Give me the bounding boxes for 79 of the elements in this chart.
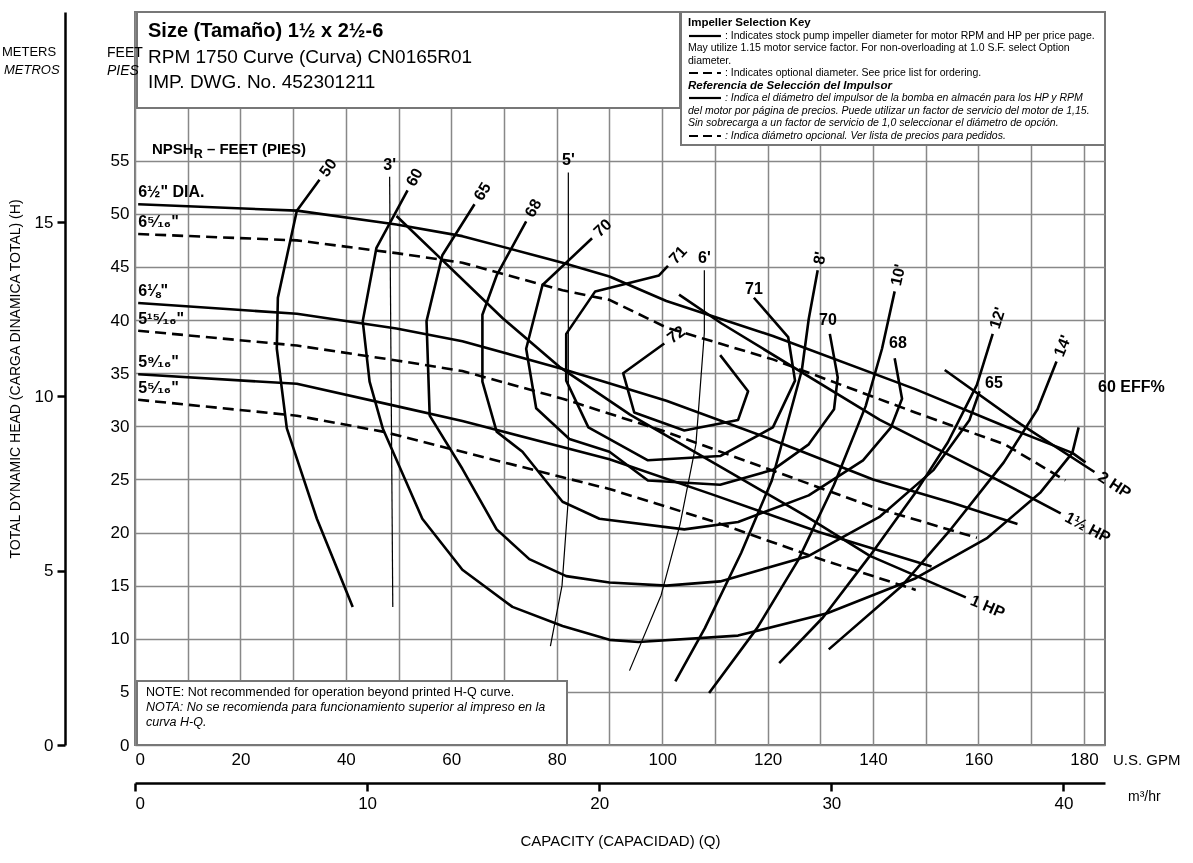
annotation: FEET <box>107 44 143 60</box>
y-tick-label: 5 <box>120 682 130 702</box>
x2-tick-label: 30 <box>822 793 842 813</box>
x-tick-label: 20 <box>231 749 251 769</box>
annotation: IMP. DWG. No. 452301211 <box>148 71 377 93</box>
series-label: 5' <box>561 151 575 169</box>
x2-tick-label: 40 <box>1054 793 1074 813</box>
x-tick-label: 180 <box>1070 749 1099 769</box>
annotation: 71 <box>745 280 763 298</box>
series-label: 6' <box>698 249 711 267</box>
y2-tick-label: 10 <box>34 386 54 406</box>
x-tick-label: 0 <box>135 749 145 769</box>
series-label: 6⁵⁄₁₆" <box>138 213 179 231</box>
annotation: NOTA: No se recomienda para funcionamiento superior al impreso en la curva H-Q. <box>146 700 547 730</box>
text: m³/hr <box>1128 788 1161 804</box>
annotation: NOTE: Not recommended for operation beyond printed H-Q curve. <box>146 685 516 700</box>
annotation: 65 <box>985 374 1003 392</box>
annotation: Referencia de Selección del Impulsor <box>688 78 894 91</box>
text: 1½ HP <box>1062 508 1114 547</box>
text: U.S. GPM <box>1113 751 1181 768</box>
x2-tick-label: 10 <box>358 793 378 813</box>
annotation: Impeller Selection Key <box>688 16 812 29</box>
x-tick-label: 80 <box>547 749 567 769</box>
text: METERS <box>2 44 57 59</box>
x-tick-label: 160 <box>964 749 994 769</box>
text: 2 HP <box>1095 467 1135 502</box>
text: 65 <box>470 179 495 204</box>
annotation: : Indica diámetro opcional. Ver lista de precios para pedidos. <box>723 128 1007 141</box>
text: METROS <box>4 62 60 77</box>
y-tick-label: 15 <box>110 576 130 596</box>
text: 8' <box>809 250 829 266</box>
y-tick-label: 30 <box>110 416 130 436</box>
text: 10' <box>887 262 909 288</box>
text: 14' <box>1050 332 1075 359</box>
note-box: NOTE: Not recommended for operation beyond printed H-Q curve. NOTA: No se recomienda para funcionamiento superior al impreso en la curva H-Q. <box>136 680 568 746</box>
x-tick-label: 60 <box>442 749 462 769</box>
y-tick-label: 0 <box>120 735 130 755</box>
x-tick-label: 140 <box>859 749 888 769</box>
annotation: NPSH$_{R}$ – FEET (PIES) <box>152 140 307 161</box>
text: 60 <box>402 165 426 190</box>
series-label: 5⁹⁄₁₆" <box>138 353 179 371</box>
text: 71 <box>665 242 691 267</box>
y-tick-label: 55 <box>110 151 130 171</box>
series-label: 6⅛" <box>138 282 168 300</box>
x2-axis-title: CAPACITY (CAPACIDAD) (Q) <box>520 831 721 849</box>
series-label: 5⁵⁄₁₆" <box>138 378 179 396</box>
annotation: 70 <box>819 311 837 329</box>
series-label: 3' <box>383 155 396 173</box>
y-tick-label: 25 <box>110 469 130 489</box>
annotation: PIES <box>107 62 139 78</box>
x2-tick-label: 0 <box>135 793 145 813</box>
annotation: : Indicates stock pump impeller diameter for motor RPM and HP per price page. May utilize 1.15 motor service factor. For non-overloading at 1.0 S.F. select Option diameter. <box>688 28 1096 66</box>
annotation: 60 EFF% <box>1098 378 1165 396</box>
annotation: 68 <box>889 334 907 352</box>
annotation: : Indicates optional diameter. See price list for ordering. <box>723 66 983 79</box>
chart-title: Size (Tamaño) 1½ x 2½-6 <box>148 19 385 42</box>
x-tick-label: 40 <box>336 749 356 769</box>
text: 1 HP <box>968 591 1008 622</box>
text: 12' <box>985 304 1009 331</box>
y-tick-label: 10 <box>110 629 130 649</box>
y-tick-label: 50 <box>110 204 130 224</box>
x-tick-label: 120 <box>753 749 783 769</box>
y2-tick-label: 5 <box>44 561 54 581</box>
y2-axis-title: TOTAL DYNAMIC HEAD (CARGA DINAMICA TOTAL) (H) <box>6 199 23 559</box>
text: 50 <box>315 155 341 180</box>
y2-tick-label: 15 <box>34 212 54 232</box>
y-tick-label: 45 <box>110 257 130 277</box>
x2-tick-label: 20 <box>590 793 610 813</box>
series-label: 6½" DIA. <box>138 183 205 201</box>
annotation: : Indica el diámetro del impulsor de la bomba en almacén para los HP y RPM del motor por página de precios. Puede utilizar un factor de servicio del motor de 1,15. Sin sobrecarga a un factor de servicio de 1,0 seleccionar el diámetro de opción. <box>688 91 1091 129</box>
text: 70 <box>590 215 615 240</box>
y-tick-label: 20 <box>110 523 130 543</box>
series-label: 5¹⁵⁄₁₆" <box>138 309 185 327</box>
y2-tick-label: 0 <box>44 735 54 755</box>
y-tick-label: 35 <box>110 363 130 383</box>
x-tick-label: 100 <box>648 749 677 769</box>
text: 68 <box>521 195 545 220</box>
y-tick-label: 40 <box>110 310 130 330</box>
text: 72 <box>663 322 689 347</box>
